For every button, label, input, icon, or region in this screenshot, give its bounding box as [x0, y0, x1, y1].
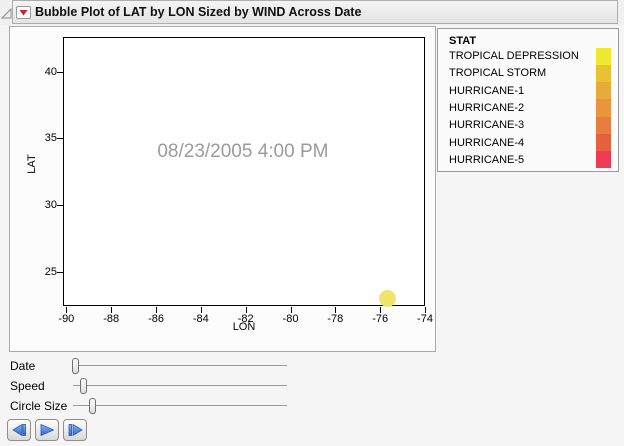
bubble-plot-panel: 08/23/2005 4:00 PM LON LAT -90 -88 -86 -84 -…	[9, 26, 436, 352]
red-triangle-menu-button[interactable]	[16, 5, 31, 19]
page-title: Bubble Plot of LAT by LON Sized by WIND …	[35, 5, 362, 19]
x-tick-label: -86	[148, 313, 164, 325]
x-tick-label: -74	[417, 313, 433, 325]
speed-slider-track[interactable]	[73, 385, 287, 386]
y-axis-label: LAT	[26, 154, 38, 174]
step-backward-button[interactable]	[7, 419, 31, 441]
speed-slider: Speed	[0, 376, 340, 396]
y-tick-label: 30	[44, 199, 57, 212]
legend-color-gradient	[596, 48, 611, 168]
x-tick-label: -90	[58, 313, 75, 325]
legend-color-segment	[596, 99, 611, 117]
legend-entry[interactable]: HURRICANE-2	[449, 99, 590, 116]
legend-color-segment	[596, 65, 611, 83]
x-tick-label: -84	[192, 313, 209, 325]
y-tick-label: 25	[44, 265, 57, 278]
legend-entry[interactable]: HURRICANE-4	[449, 134, 590, 151]
legend-color-segment	[596, 116, 611, 134]
x-tick-mark	[245, 307, 247, 313]
y-tick-mark	[57, 71, 63, 73]
data-bubble[interactable]	[379, 289, 397, 307]
y-tick-label: 40	[44, 65, 57, 78]
legend-entry-label: HURRICANE-2	[449, 101, 525, 114]
date-slider-thumb[interactable]	[71, 358, 79, 374]
x-tick-label: -78	[327, 313, 344, 325]
play-icon	[40, 424, 54, 436]
speed-slider-thumb[interactable]	[80, 378, 88, 394]
disclosure-triangle-icon[interactable]	[1, 8, 12, 19]
plot-area[interactable]: 08/23/2005 4:00 PM	[63, 37, 425, 307]
circle-size-slider-thumb[interactable]	[88, 398, 96, 414]
slider-label: Circle Size	[10, 399, 68, 413]
x-tick-mark	[156, 307, 158, 313]
x-tick-label: -80	[282, 313, 299, 325]
date-slider: Date	[0, 356, 340, 376]
circle-size-slider-track[interactable]	[73, 405, 287, 406]
x-tick-mark	[66, 307, 68, 313]
x-tick-label: -88	[103, 313, 120, 325]
red-triangle-icon	[19, 9, 28, 15]
slider-label: Date	[10, 359, 36, 373]
y-tick-label: 35	[44, 132, 57, 145]
y-tick-mark	[57, 271, 63, 273]
x-axis-label: LON	[232, 321, 256, 333]
y-tick-mark	[57, 205, 63, 207]
legend-entry-label: TROPICAL DEPRESSION	[449, 49, 579, 62]
x-tick-mark	[111, 307, 113, 313]
playback-controls	[7, 419, 87, 441]
x-tick-label: -76	[372, 313, 389, 325]
legend-entry-label: HURRICANE-5	[449, 154, 525, 167]
x-tick-mark	[335, 307, 337, 313]
slider-label: Speed	[10, 379, 45, 393]
legend-entry[interactable]: HURRICANE-3	[449, 117, 590, 134]
legend-entry-label: HURRICANE-1	[449, 84, 525, 97]
x-tick-mark	[380, 307, 382, 313]
legend-title: STAT	[449, 35, 477, 47]
legend-entry[interactable]: TROPICAL STORM	[449, 64, 590, 81]
step-backward-icon	[11, 424, 26, 436]
date-slider-track[interactable]	[73, 365, 287, 366]
legend-entry[interactable]: HURRICANE-5	[449, 152, 590, 169]
step-forward-button[interactable]	[63, 419, 87, 441]
date-annotation: 08/23/2005 4:00 PM	[157, 141, 329, 162]
play-button[interactable]	[35, 419, 59, 441]
legend-color-segment	[596, 48, 611, 66]
legend-entry-label: HURRICANE-3	[449, 119, 525, 132]
legend-entry[interactable]: TROPICAL DEPRESSION	[449, 47, 590, 64]
x-tick-mark	[425, 307, 426, 313]
x-tick-mark	[200, 307, 202, 313]
legend-entry-label: HURRICANE-4	[449, 136, 525, 149]
legend-panel: STAT TROPICAL DEPRESSION TROPICAL STORM HU…	[437, 28, 619, 172]
legend-entry[interactable]: HURRICANE-1	[449, 82, 590, 99]
legend-color-segment	[596, 150, 611, 168]
step-forward-icon	[68, 424, 83, 436]
legend-entry-label: TROPICAL STORM	[449, 67, 547, 80]
legend-rows: TROPICAL DEPRESSION TROPICAL STORM HURRICA…	[449, 47, 590, 169]
y-tick-mark	[57, 138, 63, 140]
legend-color-segment	[596, 82, 611, 100]
legend-color-segment	[596, 133, 611, 151]
x-tick-mark	[290, 307, 292, 313]
x-tick-label: -82	[237, 313, 254, 325]
report-title-bar: Bubble Plot of LAT by LON Sized by WIND …	[12, 0, 618, 24]
circle-size-slider: Circle Size	[0, 396, 340, 416]
